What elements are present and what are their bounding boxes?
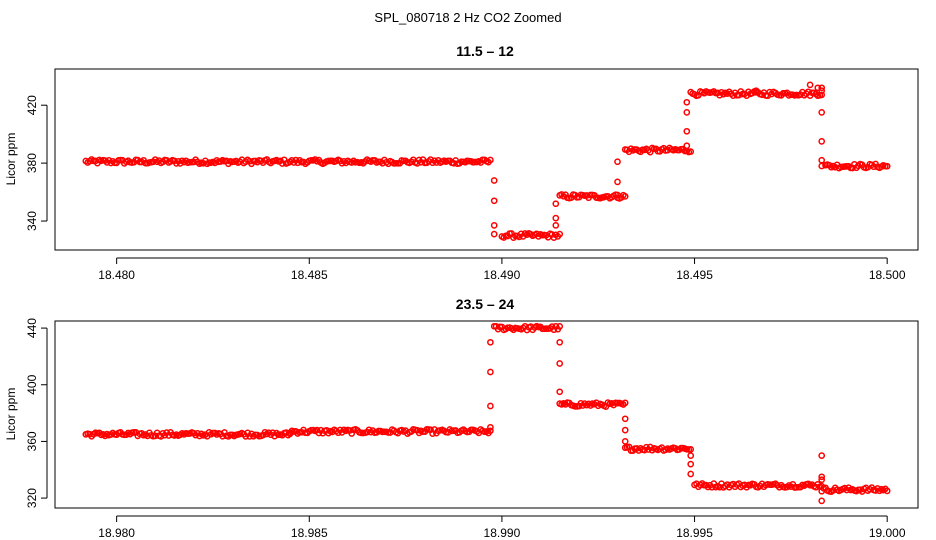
chart-1-y-tick-label: 380 (25, 153, 39, 173)
chart-1-data-point (683, 98, 691, 106)
chart-1-data-point (683, 142, 691, 150)
chart-1-data-point (552, 200, 560, 208)
chart-2-x-tick-label: 18.990 (484, 526, 521, 540)
chart-1-x-tick-label: 18.485 (291, 268, 328, 282)
chart-2-data-point (487, 427, 494, 435)
chart-1-data-point (818, 156, 826, 164)
chart-1-y-tick-label: 340 (25, 211, 39, 231)
chart-1-x-tick-label: 18.495 (676, 268, 713, 282)
chart-1-data-point (490, 197, 498, 205)
chart-2-x-tick-label: 19.000 (869, 526, 906, 540)
chart-1-data-point (556, 230, 564, 238)
chart-2-data-point (818, 452, 826, 459)
page-title: SPL_080718 2 Hz CO2 Zoomed (374, 10, 561, 25)
chart-2-title: 23.5 – 24 (456, 296, 515, 312)
chart-1-data-point (490, 222, 498, 229)
chart-2-y-tick-label: 320 (25, 488, 39, 508)
chart-2-x-tick-label: 18.985 (291, 526, 328, 540)
chart-1-y-tick-label: 420 (25, 95, 39, 115)
chart-2-data-point (487, 338, 494, 346)
chart-1-data-point (818, 109, 826, 116)
chart-1-x-tick-label: 18.500 (869, 268, 906, 282)
chart-2-data-point (687, 460, 695, 468)
chart-2-x-axis: 18.980 18.985 18.990 18.995 19.000 (98, 515, 906, 540)
chart-1-data-point (614, 191, 621, 199)
chart-2-y-tick-label: 400 (25, 374, 39, 394)
chart-1-data-point (818, 162, 826, 170)
chart-1-data-point (552, 222, 560, 229)
chart-1-x-axis: 18.480 18.485 18.490 18.495 18.500 (98, 257, 906, 282)
chart-2-y-tick-label: 360 (25, 431, 39, 451)
chart-1-data-point (806, 81, 814, 89)
chart-2-points (82, 322, 891, 505)
chart-1-data-point (552, 214, 560, 222)
chart-1-x-tick-label: 18.490 (484, 268, 521, 282)
chart-1-x-tick-label: 18.480 (98, 268, 135, 282)
chart-2-x-tick-label: 18.980 (98, 526, 135, 540)
chart-1-points (82, 81, 891, 241)
chart-2-data-point (818, 497, 826, 505)
chart-2-y-tick-label: 440 (25, 318, 39, 338)
chart-1-data-point (614, 158, 621, 166)
chart-2-data-point (556, 323, 564, 330)
chart-1-data-point (883, 162, 891, 170)
chart-2-data-point (487, 423, 494, 431)
chart-2-data-point (687, 446, 695, 453)
chart-1-data-point (487, 156, 494, 164)
chart-2-x-tick-label: 18.995 (676, 526, 713, 540)
chart-1-data-point (818, 138, 826, 145)
chart-1-data-point (621, 193, 629, 200)
chart-2-data-point (487, 402, 494, 410)
chart-1-plot-frame (54, 68, 919, 251)
chart-1-title: 11.5 – 12 (456, 43, 514, 59)
chart-2-data-point (621, 415, 629, 423)
chart-2-data-point (687, 470, 695, 478)
chart-2-y-axis: 320 360 400 440 (25, 318, 48, 508)
chart-2-data-point (556, 338, 564, 346)
chart-1-data-point (818, 84, 826, 92)
chart-1-ylabel: Licor ppm (4, 133, 18, 186)
chart-2-plot-frame (54, 320, 919, 509)
chart-2-data-point (621, 426, 629, 434)
chart-2-data-point (883, 487, 891, 495)
chart-1-data-point (752, 87, 760, 95)
chart-2-data-point (621, 438, 629, 445)
chart-1-data-point (614, 178, 621, 186)
chart-2-data-point (818, 473, 826, 481)
chart-1-data-point (687, 148, 695, 155)
chart-2-ylabel: Licor ppm (4, 388, 18, 441)
chart-panel-2: 23.5 – 24 Licor ppm 18.980 18.985 18.990 18… (4, 296, 919, 540)
chart-panel-1: 11.5 – 12 Licor ppm 18.480 18.485 18.490 18… (4, 43, 919, 282)
chart-2-data-point (621, 399, 629, 407)
chart-1-data-point (490, 177, 498, 184)
chart-1-data-point (818, 91, 826, 99)
chart-2-data-point (556, 388, 564, 396)
chart-2-data-point (687, 452, 695, 459)
chart-1-data-point (490, 230, 498, 238)
chart-2-data-point (556, 360, 564, 367)
chart-1-data-point (683, 127, 691, 135)
chart-1-data-point (683, 109, 691, 116)
chart-1-data-point (814, 84, 822, 92)
chart-2-data-point (487, 368, 494, 376)
chart-1-y-axis: 340 380 420 (25, 95, 48, 231)
chart-2-data-point (818, 476, 826, 484)
